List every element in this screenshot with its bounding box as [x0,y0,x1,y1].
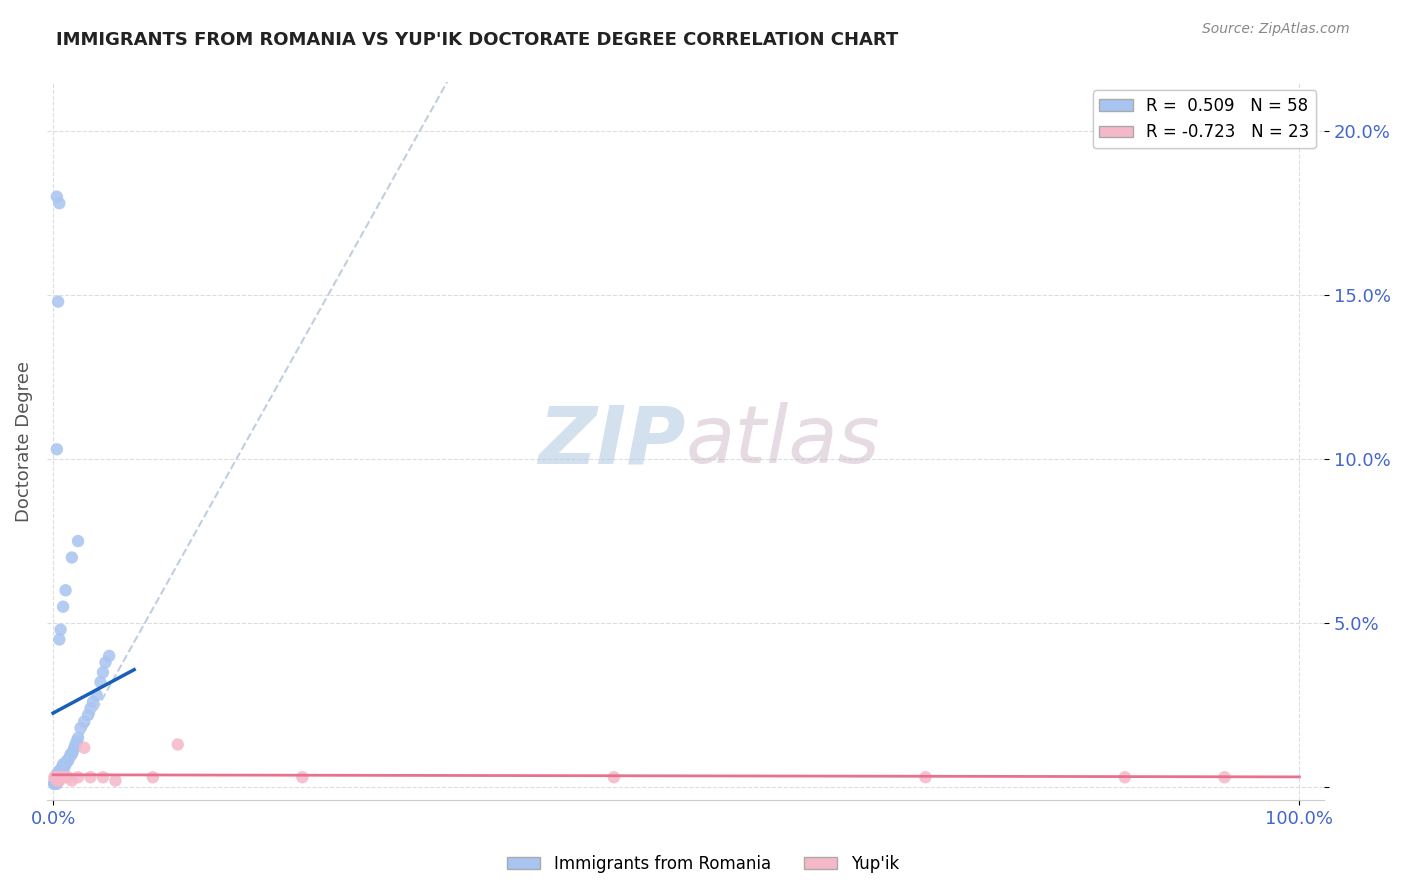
Point [44,777,66,791]
Point [45,773,67,788]
Point [51,760,73,774]
Point [48,196,70,211]
Point [52,599,75,614]
Point [603,770,626,784]
Point [82,695,104,709]
Point [45,770,67,784]
Point [48,770,70,784]
Point [42,777,65,791]
Point [46,770,69,784]
Point [49,764,72,778]
Point [56,770,79,784]
Legend: R =  0.509   N = 58, R = -0.723   N = 23: R = 0.509 N = 58, R = -0.723 N = 23 [1092,90,1316,148]
Point [94,656,117,670]
Point [166,738,188,752]
Point [52,764,75,778]
Point [73,714,96,729]
Point [291,770,314,784]
Point [77,708,100,723]
Point [98,648,121,663]
Point [55,757,77,772]
Point [104,773,127,788]
Point [45,773,67,788]
Point [44,777,66,791]
Point [45,190,67,204]
Point [48,767,70,781]
Point [53,760,76,774]
Point [49,770,72,784]
Point [44,770,66,784]
Point [60,773,83,788]
Y-axis label: Doctorate Degree: Doctorate Degree [15,360,32,522]
Point [52,757,75,772]
Point [65,738,87,752]
Point [45,777,67,791]
Point [60,747,83,762]
Point [48,764,70,778]
Point [914,770,936,784]
Point [79,770,101,784]
Point [60,550,83,565]
Point [63,740,86,755]
Point [62,744,84,758]
Point [46,294,69,309]
Point [67,731,90,745]
Text: ZIP: ZIP [538,402,686,480]
Point [79,701,101,715]
Point [49,767,72,781]
Point [58,750,80,764]
Point [49,623,72,637]
Point [45,442,67,457]
Point [44,773,66,788]
Point [46,770,69,784]
Point [56,754,79,768]
Point [67,770,90,784]
Point [73,740,96,755]
Point [48,632,70,647]
Point [69,721,91,735]
Point [89,675,111,690]
Text: atlas: atlas [686,402,880,480]
Point [1114,770,1136,784]
Point [56,754,79,768]
Point [51,764,73,778]
Point [55,770,77,784]
Text: Source: ZipAtlas.com: Source: ZipAtlas.com [1202,22,1350,37]
Point [45,777,67,791]
Point [66,734,89,748]
Point [45,767,67,781]
Point [45,770,67,784]
Point [44,773,66,788]
Point [46,767,69,781]
Point [51,770,73,784]
Point [1213,770,1236,784]
Point [91,770,114,784]
Point [91,665,114,680]
Legend: Immigrants from Romania, Yup'ik: Immigrants from Romania, Yup'ik [501,848,905,880]
Point [45,770,67,784]
Point [142,770,165,784]
Text: IMMIGRANTS FROM ROMANIA VS YUP'IK DOCTORATE DEGREE CORRELATION CHART: IMMIGRANTS FROM ROMANIA VS YUP'IK DOCTOR… [56,31,898,49]
Point [67,534,90,549]
Point [52,770,75,784]
Point [45,773,67,788]
Point [45,770,67,784]
Point [59,747,82,762]
Point [48,773,70,788]
Point [86,688,108,702]
Point [46,773,69,788]
Point [55,583,77,598]
Point [45,773,67,788]
